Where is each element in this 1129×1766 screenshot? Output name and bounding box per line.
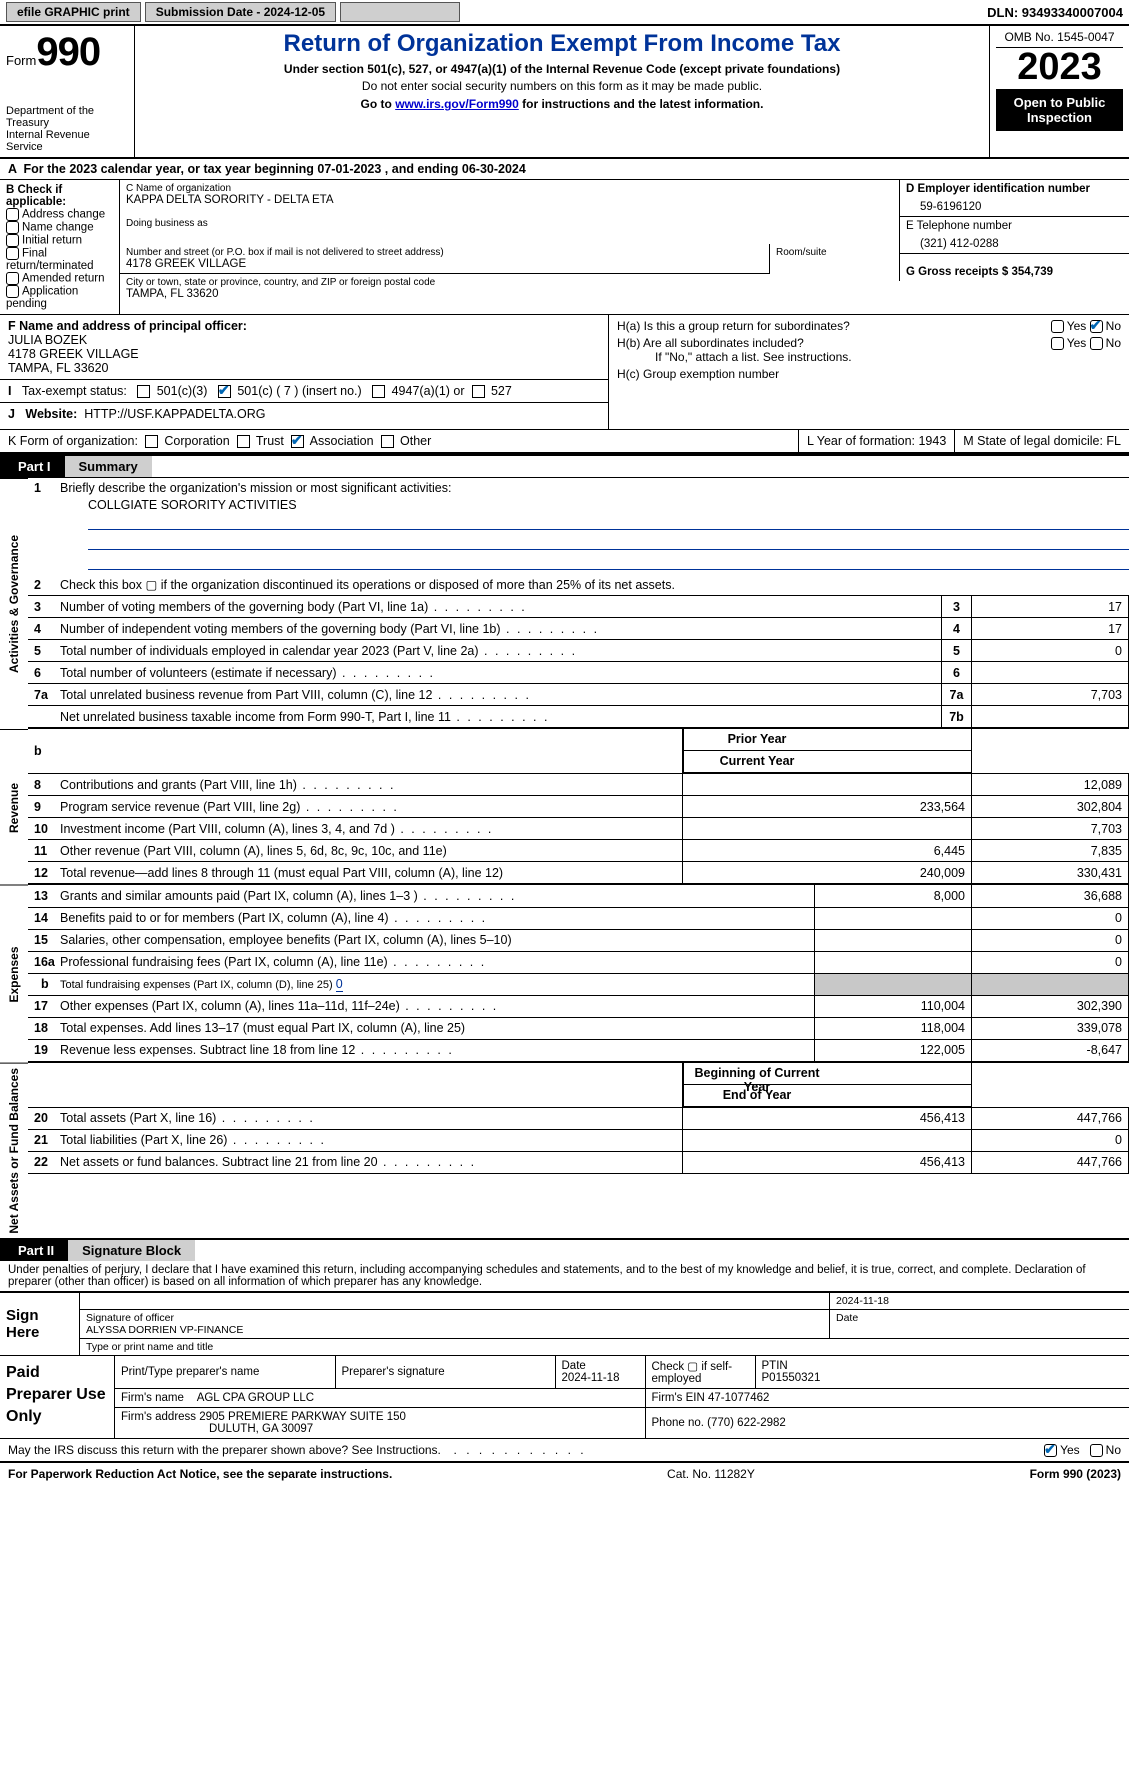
room-label: Room/suite [776, 247, 893, 258]
side-expenses: Expenses [0, 885, 28, 1063]
dba-label: Doing business as [126, 218, 893, 229]
side-netassets: Net Assets or Fund Balances [0, 1063, 28, 1238]
open-inspection: Open to Public Inspection [996, 89, 1123, 131]
paperwork-notice: For Paperwork Reduction Act Notice, see … [8, 1467, 392, 1481]
return-title: Return of Organization Exempt From Incom… [141, 30, 983, 58]
sign-date: 2024-11-18 [829, 1293, 1129, 1309]
street-addr: 4178 GREEK VILLAGE [126, 258, 763, 270]
form-number: 990 [36, 30, 100, 74]
Hb-label: H(b) Are all subordinates included? [617, 336, 1051, 350]
discuss-yes [1044, 1444, 1057, 1457]
period-row: A For the 2023 calendar year, or tax yea… [0, 159, 1129, 180]
Hb-note: If "No," attach a list. See instructions… [617, 350, 1121, 364]
side-revenue: Revenue [0, 729, 28, 885]
officer-addr2: TAMPA, FL 33620 [8, 361, 600, 375]
name-label: C Name of organization [126, 183, 893, 194]
discuss-text: May the IRS discuss this return with the… [8, 1443, 441, 1457]
officer-name: JULIA BOZEK [8, 333, 600, 347]
dln: DLN: 93493340007004 [987, 5, 1123, 20]
dept-treasury: Department of the Treasury [6, 105, 128, 129]
part2-tag: Part II [0, 1240, 72, 1261]
boxF-label: F Name and address of principal officer: [8, 319, 600, 333]
ptin: P01550321 [762, 1372, 821, 1384]
side-governance: Activities & Governance [0, 478, 28, 729]
year-formation: L Year of formation: 1943 [798, 430, 954, 452]
entity-block: B Check if applicable: Address change Na… [0, 180, 1129, 315]
phone-label: E Telephone number [906, 220, 1123, 232]
ein-label: D Employer identification number [906, 183, 1123, 195]
subtitle-1: Under section 501(c), 527, or 4947(a)(1)… [141, 62, 983, 76]
officer-sig: ALYSSA DORRIEN VP-FINANCE [86, 1324, 243, 1336]
irs-label: Internal Revenue Service [6, 129, 128, 153]
top-bar: efile GRAPHIC print Submission Date - 20… [0, 0, 1129, 26]
firm-phone: Phone no. (770) 622-2982 [645, 1407, 1129, 1438]
form-header: Form990 Department of the Treasury Inter… [0, 26, 1129, 159]
form-label: Form [6, 53, 36, 68]
501c-check [218, 385, 231, 398]
submission-date: Submission Date - 2024-12-05 [145, 2, 336, 22]
officer-addr1: 4178 GREEK VILLAGE [8, 347, 600, 361]
part1-title: Summary [65, 456, 152, 477]
Ha-label: H(a) Is this a group return for subordin… [617, 319, 1051, 333]
blank-button [340, 2, 460, 22]
firm-name: AGL CPA GROUP LLC [197, 1392, 314, 1404]
efile-button[interactable]: efile GRAPHIC print [6, 2, 141, 22]
subtitle-3: Go to www.irs.gov/Form990 for instructio… [141, 97, 983, 111]
phone-val: (321) 412-0288 [906, 232, 1123, 250]
association-check [291, 435, 304, 448]
irs-link[interactable]: www.irs.gov/Form990 [395, 97, 519, 111]
gross-receipts: G Gross receipts $ 354,739 [906, 266, 1123, 278]
state-domicile: M State of legal domicile: FL [954, 430, 1129, 452]
mission-text: COLLGIATE SORORITY ACTIVITIES [28, 498, 1129, 512]
cat-no: Cat. No. 11282Y [392, 1467, 1029, 1481]
penalties-text: Under penalties of perjury, I declare th… [0, 1261, 1129, 1291]
website: HTTP://USF.KAPPADELTA.ORG [84, 407, 265, 421]
subtitle-2: Do not enter social security numbers on … [141, 79, 983, 93]
org-name: KAPPA DELTA SORORITY - DELTA ETA [126, 194, 893, 206]
part1-tag: Part I [0, 456, 69, 477]
city-label: City or town, state or province, country… [126, 277, 893, 288]
city-val: TAMPA, FL 33620 [126, 288, 893, 300]
ein-val: 59-6196120 [906, 195, 1123, 213]
street-label: Number and street (or P.O. box if mail i… [126, 247, 763, 258]
sign-here: Sign Here [0, 1293, 80, 1355]
firm-ein: Firm's EIN 47-1077462 [645, 1388, 1129, 1407]
tax-year: 2023 [996, 48, 1123, 86]
part2-title: Signature Block [68, 1240, 195, 1261]
paid-preparer-label: Paid Preparer Use Only [0, 1356, 115, 1438]
Hc-label: H(c) Group exemption number [617, 367, 1121, 381]
Ha-no-check [1090, 320, 1103, 333]
boxB-title: B Check if applicable: [6, 184, 113, 208]
form-ref: Form 990 (2023) [1030, 1467, 1121, 1481]
